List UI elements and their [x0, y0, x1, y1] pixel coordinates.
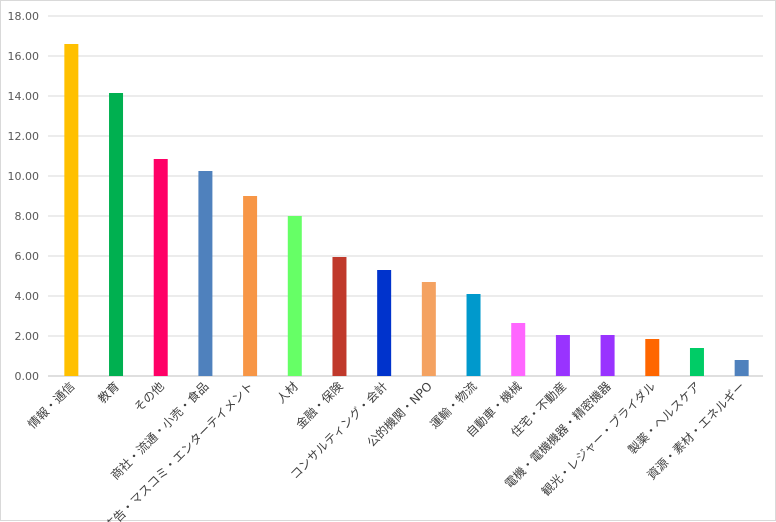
- y-tick-label: 2.00: [15, 330, 40, 343]
- bar: [734, 360, 749, 376]
- bar: [689, 348, 704, 376]
- bar: [243, 196, 258, 376]
- y-tick-label: 12.00: [8, 130, 40, 143]
- bar: [287, 216, 302, 376]
- y-tick-label: 10.00: [8, 170, 40, 183]
- bars: [64, 44, 749, 376]
- bar: [332, 257, 347, 376]
- bar: [555, 335, 570, 376]
- bar: [645, 339, 660, 376]
- bar: [421, 282, 436, 376]
- bar: [153, 159, 168, 376]
- y-tick-label: 18.00: [8, 10, 40, 23]
- x-tick-label: 人材: [274, 379, 301, 406]
- bar: [198, 171, 213, 376]
- y-tick-label: 6.00: [15, 250, 40, 263]
- bar: [600, 335, 615, 376]
- x-tick-label: 教育: [95, 379, 123, 407]
- y-tick-label: 0.00: [15, 370, 40, 383]
- bar: [377, 270, 392, 376]
- bar: [466, 294, 481, 376]
- y-tick-label: 16.00: [8, 50, 40, 63]
- x-tick-label: その他: [131, 379, 166, 414]
- bar: [511, 323, 526, 376]
- bar: [64, 44, 79, 376]
- x-tick-label: 情報・通信: [25, 379, 77, 431]
- y-tick-label: 14.00: [8, 90, 40, 103]
- bar: [109, 93, 124, 376]
- y-tick-label: 4.00: [15, 290, 40, 303]
- y-tick-label: 8.00: [15, 210, 40, 223]
- y-axis-ticks: 0.00 2.00 4.00 6.00 8.00 10.00 12.00 14.00 16.00…: [8, 10, 40, 383]
